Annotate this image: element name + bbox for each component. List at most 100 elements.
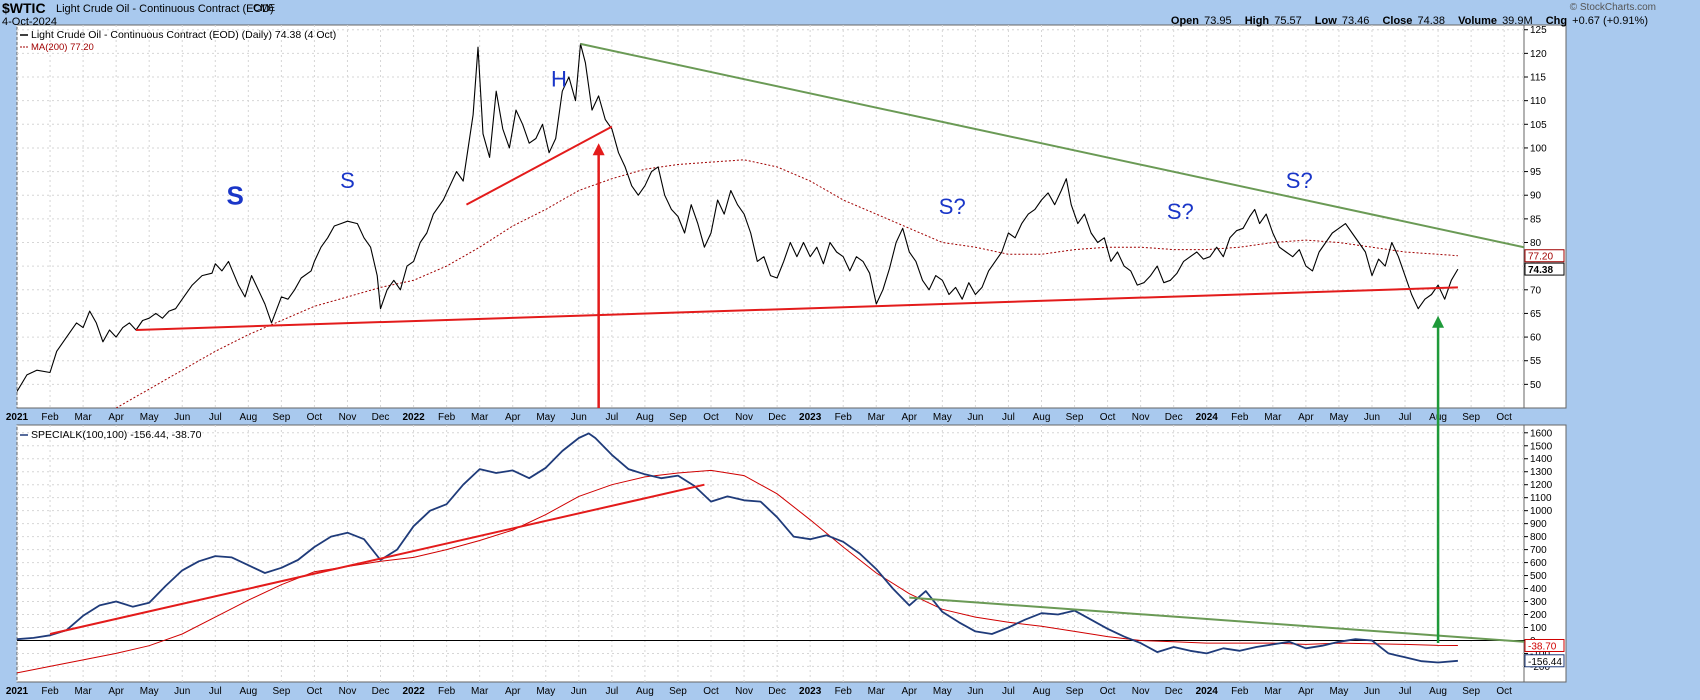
close-value: 74.38 (1417, 15, 1446, 27)
indicator-y-tick-label: 300 (1530, 597, 1547, 608)
indicator-x-tick-label: Jun (967, 686, 983, 697)
price-y-tick-label: 65 (1530, 309, 1542, 320)
indicator-legend-label: SPECIALK(100,100) -156.44, -38.70 (31, 429, 202, 441)
price-legend-label: Light Crude Oil - Continuous Contract (E… (31, 29, 336, 41)
indicator-y-tick-label: 400 (1530, 584, 1547, 595)
indicator-x-tick-label: Feb (1231, 686, 1249, 697)
price-x-tick-label: Feb (835, 412, 853, 423)
indicator-x-tick-label: 2023 (799, 686, 822, 697)
indicator-x-tick-label: Sep (1462, 686, 1480, 697)
indicator-x-tick-label: 2024 (1196, 686, 1219, 697)
price-x-tick-label: Sep (1462, 412, 1480, 423)
price-y-tick-label: 120 (1530, 49, 1547, 60)
specialk-value-tag-box (1524, 654, 1565, 668)
indicator-x-tick-label: Sep (1066, 686, 1084, 697)
ma-legend-label: MA(200) 77.20 (31, 42, 94, 53)
indicator-y-tick-label: 1000 (1530, 506, 1553, 517)
price-x-tick-label: May (536, 412, 555, 423)
price-x-tick-label: Aug (239, 412, 257, 423)
indicator-x-tick-label: Oct (703, 686, 719, 697)
indicator-y-tick-label: 600 (1530, 558, 1547, 569)
indicator-x-tick-label: Jul (209, 686, 222, 697)
price-x-tick-label: May (933, 412, 952, 423)
pattern-annotation: S (340, 168, 355, 193)
brand-watermark: © StockCharts.com (1569, 2, 1656, 13)
indicator-y-tick-label: 1500 (1530, 441, 1553, 452)
indicator-x-tick-label: May (1329, 686, 1348, 697)
price-x-tick-label: Mar (74, 412, 92, 423)
indicator-x-tick-label: Jun (1364, 686, 1380, 697)
indicator-y-tick-label: 800 (1530, 532, 1547, 543)
price-trendline-head-trend-red (465, 125, 613, 206)
price-x-tick-label: Jun (571, 412, 587, 423)
volume-value: 39.9M (1502, 15, 1533, 27)
price-x-tick-label: May (1329, 412, 1348, 423)
price-x-tick-label: Nov (1132, 412, 1150, 423)
indicator-x-tick-label: Dec (1165, 686, 1183, 697)
specialk-line (17, 432, 1458, 664)
indicator-y-tick-label: 1400 (1530, 454, 1553, 465)
indicator-x-tick-label: Nov (1132, 686, 1150, 697)
indicator-x-tick-label: Mar (868, 686, 886, 697)
price-y-tick-label: 50 (1530, 380, 1542, 391)
open-value: 73.95 (1204, 15, 1232, 27)
indicator-x-tick-label: May (933, 686, 952, 697)
indicator-x-tick-label: Apr (108, 686, 124, 697)
price-x-tick-label: 2023 (799, 412, 822, 423)
price-y-tick-label: 70 (1530, 285, 1542, 296)
pattern-annotation: S? (1286, 168, 1313, 193)
price-value-tag-box (1524, 262, 1565, 276)
indicator-x-tick-label: Mar (1264, 686, 1282, 697)
indicator-y-tick-label: 1100 (1530, 493, 1552, 504)
price-trendline-downtrend-green (580, 42, 1524, 249)
indicator-y-tick-label: 1200 (1530, 480, 1553, 491)
indicator-y-tick-label: 100 (1530, 623, 1547, 634)
price-y-tick-label: 55 (1530, 356, 1542, 367)
price-x-tick-label: Jun (1364, 412, 1380, 423)
price-x-tick-label: 2022 (402, 412, 425, 423)
indicator-x-tick-label: Jul (1399, 686, 1412, 697)
price-x-tick-label: 2021 (6, 412, 29, 423)
price-x-tick-label: Apr (902, 412, 918, 423)
pattern-annotation: S? (939, 194, 966, 219)
indicator-x-tick-label: 2021 (6, 686, 29, 697)
indicator-x-tick-label: Aug (636, 686, 654, 697)
indicator-x-tick-label: Feb (438, 686, 456, 697)
low-value: 73.46 (1341, 15, 1370, 27)
indicator-y-tick-label: 200 (1530, 610, 1547, 621)
price-y-tick-label: 80 (1530, 238, 1542, 249)
indicator-x-tick-label: Jul (605, 686, 618, 697)
indicator-x-tick-label: Sep (272, 686, 290, 697)
price-y-tick-label: 115 (1530, 73, 1546, 84)
indicator-x-tick-label: Jul (1002, 686, 1015, 697)
indicator-x-tick-label: Apr (505, 686, 521, 697)
price-x-tick-label: Jul (209, 412, 222, 423)
price-x-tick-label: Apr (108, 412, 124, 423)
price-x-tick-label: Jul (1002, 412, 1015, 423)
price-trendline-neckline-red (135, 286, 1458, 331)
price-x-tick-label: Mar (1264, 412, 1282, 423)
price-x-tick-label: Aug (636, 412, 654, 423)
price-x-tick-label: Jul (605, 412, 618, 423)
signal-line (17, 469, 1458, 674)
price-x-tick-label: Mar (868, 412, 886, 423)
price-x-tick-label: 2024 (1196, 412, 1219, 423)
price-y-tick-label: 95 (1530, 167, 1542, 178)
signal-value-tag-box (1524, 638, 1565, 652)
open-label: Open (1170, 15, 1200, 27)
price-x-tick-label: Dec (768, 412, 786, 423)
indicator-y-tick-label: 900 (1530, 519, 1547, 530)
price-x-tick-label: Feb (41, 412, 59, 423)
indicator-x-tick-label: Oct (1100, 686, 1116, 697)
price-axis-panel (1523, 24, 1567, 409)
price-y-tick-label: 110 (1530, 96, 1546, 107)
high-label: High (1244, 15, 1270, 27)
indicator-x-tick-label: Oct (307, 686, 323, 697)
price-x-tick-label: Dec (372, 412, 390, 423)
price-y-tick-label: 100 (1530, 143, 1547, 154)
indicator-trendline-uptrend-red (49, 483, 705, 635)
price-x-tick-label: Oct (1100, 412, 1116, 423)
volume-label: Volume (1458, 15, 1497, 27)
